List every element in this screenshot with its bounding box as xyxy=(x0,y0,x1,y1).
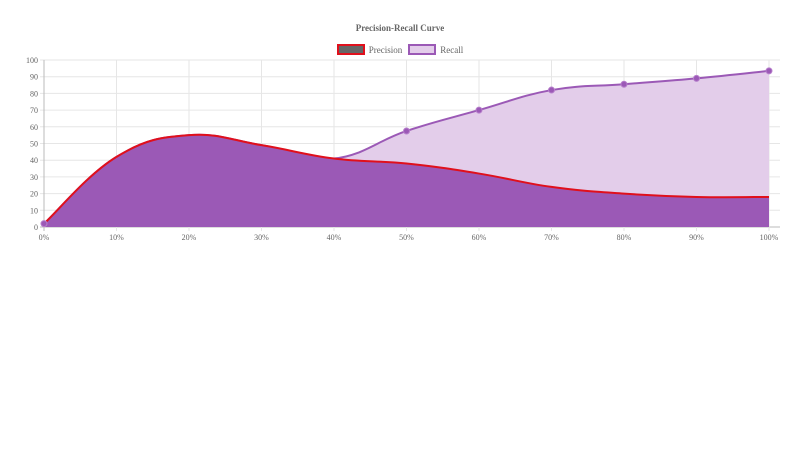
y-tick-label: 20 xyxy=(30,190,38,199)
legend-item-recall[interactable]: Recall xyxy=(408,44,463,55)
x-tick-label: 60% xyxy=(472,233,487,242)
x-tick-label: 90% xyxy=(689,233,704,242)
x-tick-label: 10% xyxy=(109,233,124,242)
chart-title: Precision-Recall Curve xyxy=(355,23,445,33)
recall-data-point[interactable] xyxy=(403,127,410,135)
precision-swatch xyxy=(336,44,365,55)
x-tick-label: 80% xyxy=(617,233,632,242)
x-tick-label: 30% xyxy=(254,233,269,242)
precision-data-point[interactable] xyxy=(40,220,48,228)
y-tick-label: 100 xyxy=(26,56,38,65)
x-tick-label: 40% xyxy=(327,233,342,242)
recall-data-point[interactable] xyxy=(548,86,555,94)
precision-area-fill xyxy=(44,134,769,227)
x-tick-label: 70% xyxy=(544,233,559,242)
recall-data-point[interactable] xyxy=(620,80,628,88)
y-tick-label: 80 xyxy=(30,89,38,98)
y-tick-label: 30 xyxy=(30,173,38,182)
x-tick-label: 20% xyxy=(182,233,197,242)
legend-label-precision: Precision xyxy=(368,44,403,55)
y-tick-label: 40 xyxy=(30,156,38,165)
recall-data-point[interactable] xyxy=(693,74,700,82)
y-tick-label: 70 xyxy=(30,106,38,115)
y-tick-label: 10 xyxy=(30,206,38,215)
recall-data-point[interactable] xyxy=(765,67,773,75)
y-tick-label: 0 xyxy=(34,223,38,232)
y-tick-label: 60 xyxy=(30,123,38,132)
x-tick-label: 100% xyxy=(760,233,779,242)
legend-label-recall: Recall xyxy=(440,44,464,55)
recall-swatch xyxy=(408,44,437,55)
axes: 0 10 20 30 40 50 60 70 80 90 100 0% 10% 20% 30% 40% 50% 6… xyxy=(26,56,779,242)
x-tick-label: 50% xyxy=(399,233,414,242)
x-tick-label: 0% xyxy=(39,233,50,242)
precision-series xyxy=(40,133,770,228)
chart-legend: Precision Recall xyxy=(0,44,800,55)
precision-line xyxy=(43,133,770,225)
y-tick-label: 50 xyxy=(30,140,38,149)
legend-item-precision[interactable]: Precision xyxy=(336,44,403,55)
recall-data-point[interactable] xyxy=(475,106,483,114)
y-tick-label: 90 xyxy=(30,73,38,82)
